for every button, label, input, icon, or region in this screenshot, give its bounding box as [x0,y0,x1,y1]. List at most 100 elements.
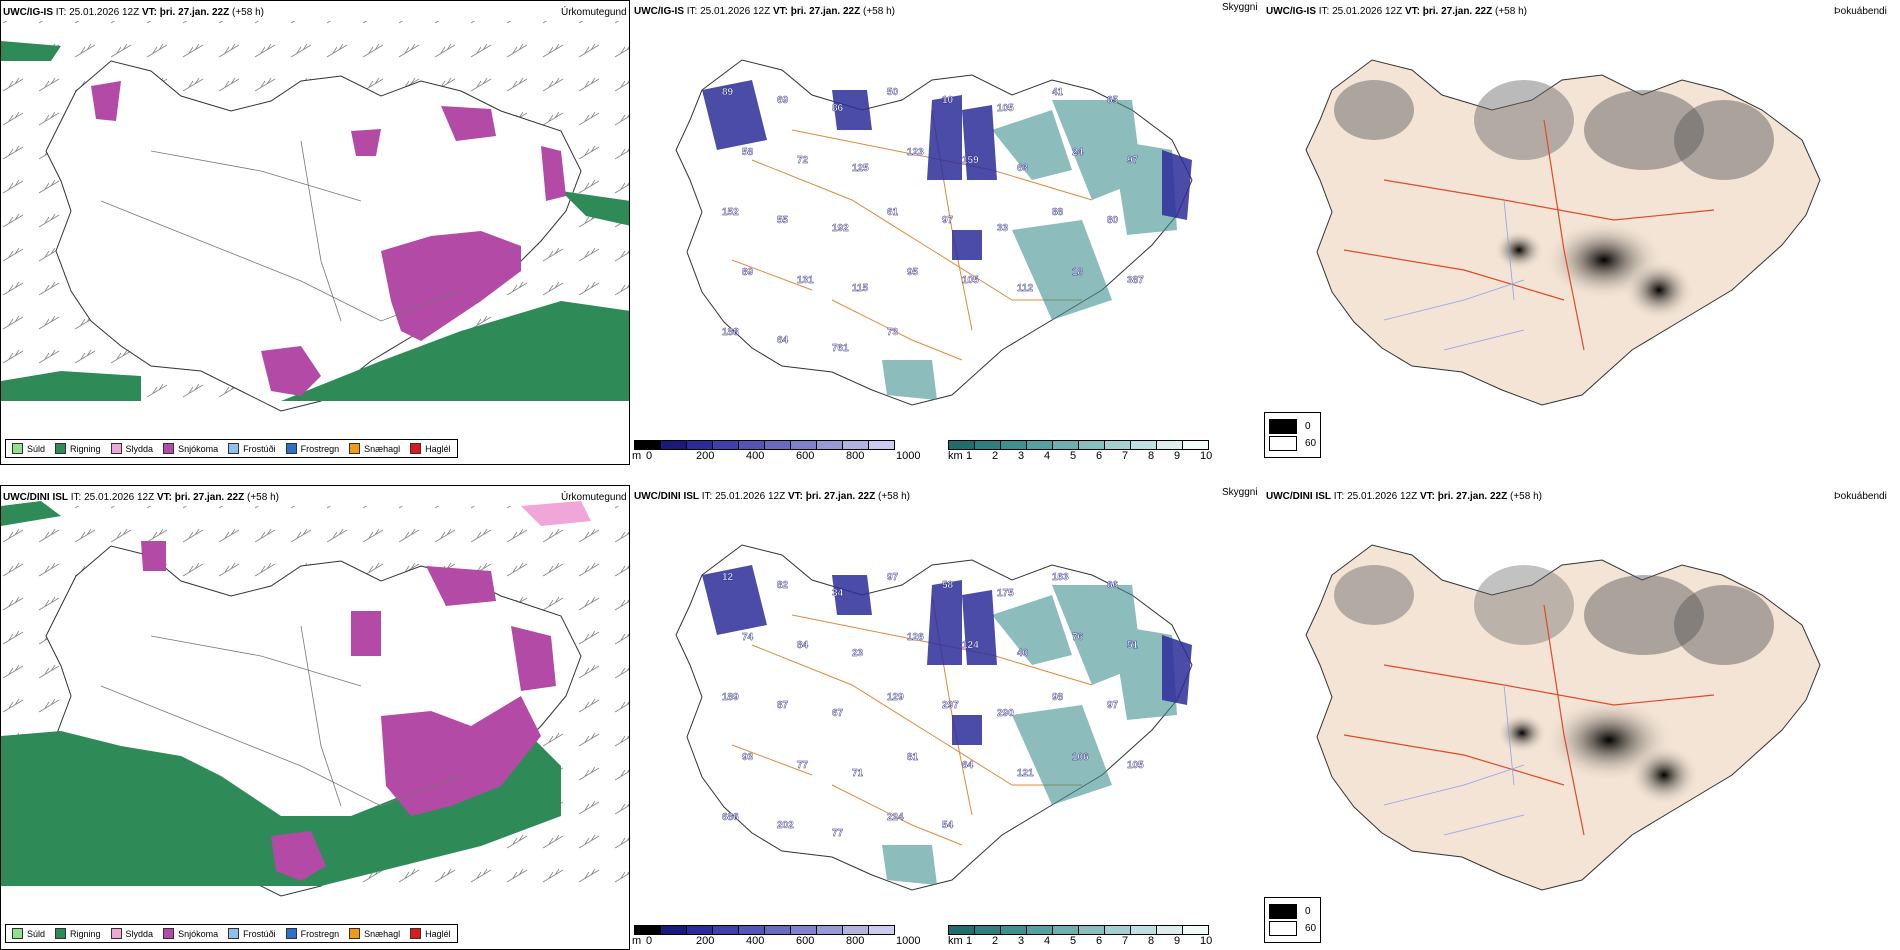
colorbar-cell [1027,441,1053,449]
lead-time: (+58 h) [232,7,264,18]
colorbar-tick: 4 [1044,935,1051,947]
cloud-base-value: 88 [1052,207,1064,218]
cloud-base-value: 69 [777,95,789,106]
it-label: IT: [1333,491,1345,502]
cloud-base-value: 23 [852,648,864,659]
cloud-base-value: 152 [722,207,739,218]
legend-swatch [55,443,67,454]
cloud-base-value: 89 [742,267,754,278]
forecast-row-dini: UWC/DINI ISL IT: 25.01.2026 12Z VT: þri.… [0,485,1900,950]
it-value: 25.01.2026 12Z [1332,6,1403,17]
it-label: IT: [701,491,713,502]
cloud-base-value: 65 [1107,95,1119,106]
colorbar-tick: 8 [1148,935,1155,947]
cloud-base-value: 126 [907,632,924,643]
colorbar-tick: 600 [796,450,815,462]
panel-title: Þokuábendi [1834,491,1887,502]
legend-label: Rigning [70,443,101,454]
fog-index-panel: UWC/DINI ISL IT: 25.01.2026 12Z VT: þri.… [1264,485,1900,950]
cloud-base-value: 124 [962,640,979,651]
model-name: UWC/DINI ISL [1266,491,1331,502]
legend-swatch [55,928,67,939]
legend-swatch [410,443,422,454]
cloud-base-value: 121 [1017,768,1034,779]
colorbar-cell [1157,441,1183,449]
cloud-base-panel: UWC/IG-IS IT: 25.01.2026 12Z VT: þri. 27… [632,0,1262,465]
legend-label: Rigning [70,928,101,939]
visibility-colorbar: 1 2 3 4 5 6 7 8 9 10 km [948,925,1212,947]
precip-map [1,21,629,412]
colorbar-tick: 1 [966,450,973,462]
fog-legend-swatch [1269,904,1297,919]
cloud-base-value: 224 [887,812,904,823]
panel-header: UWC/IG-IS IT: 25.01.2026 12Z VT: þri. 27… [3,7,264,18]
cloud-base-value: 87 [777,700,789,711]
colorbar-tick: 7 [1122,935,1129,947]
legend-label: Haglél [425,928,451,939]
legend-swatch [285,443,297,454]
cloud-base-value: 58 [742,147,754,158]
fog-legend-swatch [1269,921,1297,936]
cloud-base-value: 105 [962,275,979,286]
colorbar-tick: 200 [696,935,715,947]
legend-item: Snjókoma [163,443,218,454]
colorbar-tick: 200 [696,450,715,462]
precip-legend: Súld Rigning Slydda Snjókoma Frostúði Frostre… [5,439,458,458]
fog-index-panel: UWC/IG-IS IT: 25.01.2026 12Z VT: þri. 27… [1264,0,1900,465]
legend-label: Snæhagl [364,928,401,939]
precip-map [1,501,629,897]
colorbar-tick: 6 [1096,935,1103,947]
cloud-base-value: 33 [997,223,1009,234]
cloud-base-value: 189 [722,692,739,703]
colorbar-cell [843,926,869,934]
legend-swatch [349,443,361,454]
cloud-base-value: 105 [1127,760,1144,771]
cloud-base-value: 93 [742,752,754,763]
cloud-base-value: 41 [1052,87,1064,98]
panel-header: UWC/DINI ISL IT: 25.01.2026 12Z VT: þri.… [3,492,279,503]
legend-item: Haglél [410,928,451,939]
legend-swatch [12,443,23,454]
lead-time: (+58 h) [247,492,279,503]
colorbar-cell [739,441,765,449]
cloud-base-value: 159 [962,155,979,166]
legend-item: Frostúði [228,928,276,939]
cloud-base-value: 163 [1052,572,1069,583]
colorbar-tick: 800 [846,450,865,462]
colorbar-cell [635,926,661,934]
cloud-base-value: 64 [962,760,974,771]
panel-title: Skyggni [1222,2,1258,13]
colorbar-tick: 2 [992,450,999,462]
colorbar-cell [1053,441,1079,449]
cloud-base-value: 106 [1072,752,1089,763]
cloud-base-value: 73 [887,327,899,338]
colorbar-tick: 6 [1096,450,1103,462]
cloud-base-value: 67 [832,708,844,719]
legend-label: Frostregn [300,443,340,454]
legend-label: Snæhagl [364,443,401,454]
colorbar-unit: km [948,935,963,947]
legend-swatch [228,443,240,454]
colorbar-cell [1157,926,1183,934]
cloud-base-value: 131 [797,275,814,286]
cloud-base-value: 18 [1072,267,1084,278]
colorbar-tick: 1 [966,935,973,947]
cloud-base-value: 84 [797,640,809,651]
colorbar-tick: 8 [1148,450,1155,462]
vt-value: þri. 27.jan. 22Z [174,492,245,503]
colorbar-tick: 10 [1200,935,1213,947]
cloud-base-value: 97 [942,215,954,226]
cloud-base-value: 125 [852,163,869,174]
cloud-base-value: 192 [832,223,849,234]
legend-item: Rigning [55,443,101,454]
colorbar-cell [1001,441,1027,449]
cloud-base-value: 77 [832,828,844,839]
legend-label: Frostúði [243,443,276,454]
cloud-base-map: 12 82 34 97 58 175 163 66 74 84 23 126 124 40 76 51 189 8… [675,544,1193,891]
cloud-base-value: 66 [1107,580,1119,591]
colorbar-cell [843,441,869,449]
panel-header: UWC/DINI ISL IT: 25.01.2026 12Z VT: þri.… [634,491,910,502]
colorbar-cell [1079,926,1105,934]
panel-title: Þokuábendi [1834,6,1887,17]
fog-legend-item: 0 [1269,419,1316,434]
